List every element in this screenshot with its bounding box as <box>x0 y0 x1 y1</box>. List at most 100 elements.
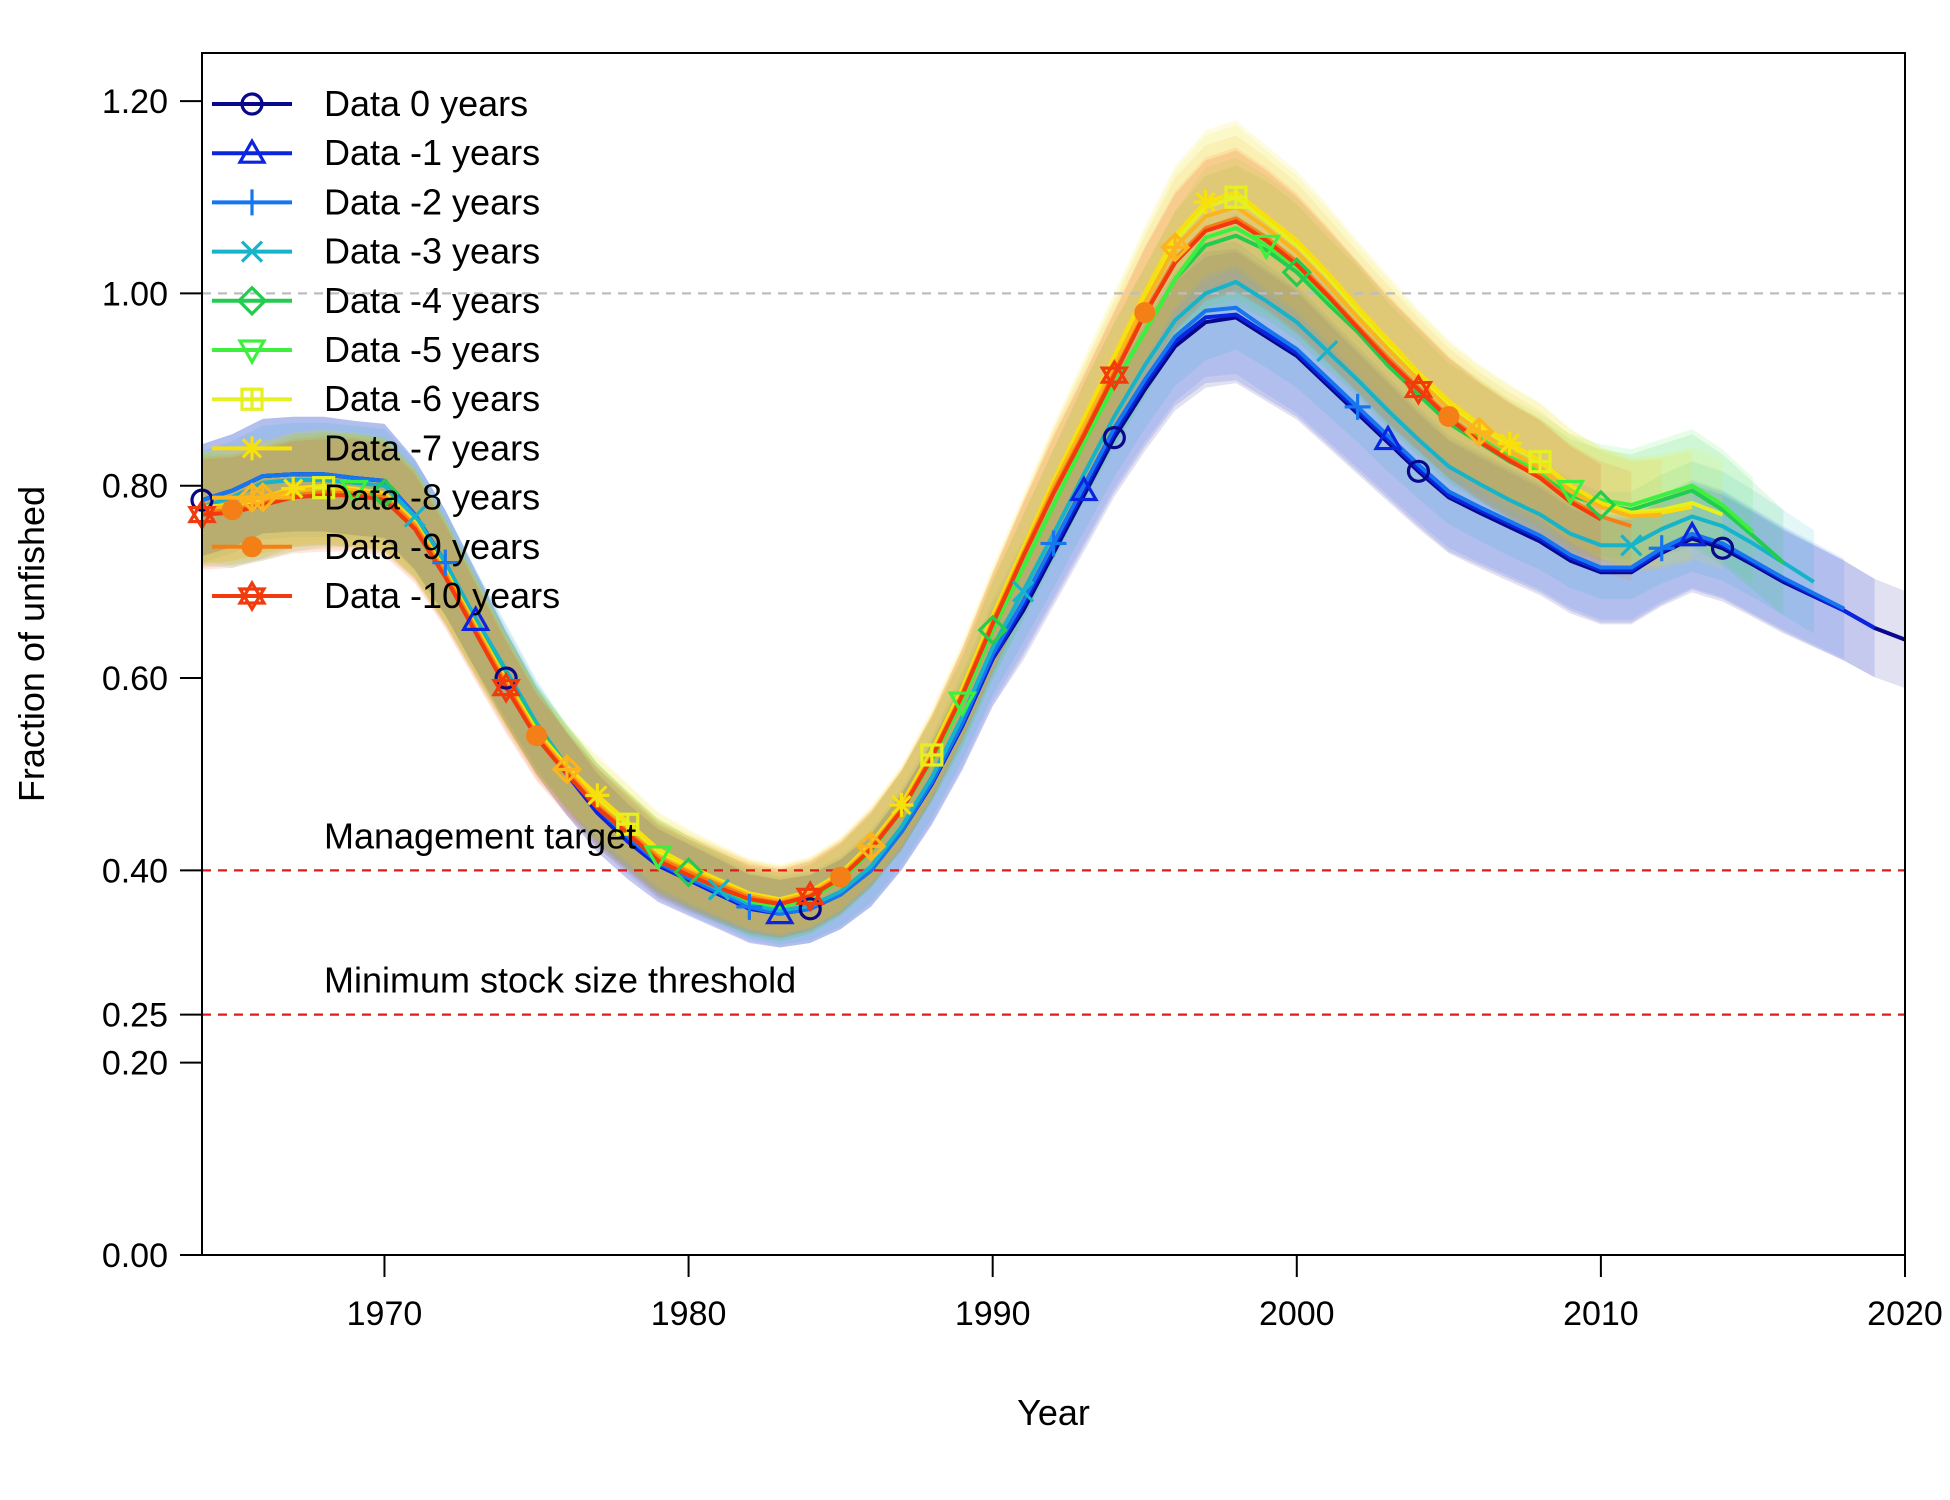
legend-item: Data 0 years <box>212 83 528 124</box>
series-1-point <box>1373 424 1403 451</box>
legend-marker <box>240 92 264 116</box>
series-2-point <box>736 893 763 920</box>
series-1-point <box>460 605 491 631</box>
legend-marker <box>240 387 264 411</box>
x-tick-label: 2000 <box>1259 1295 1335 1333</box>
series-4-point <box>977 614 1008 646</box>
series-5-point <box>643 845 673 872</box>
x-tick-label: 1980 <box>651 1295 727 1333</box>
legend-label: Data -1 years <box>324 132 540 173</box>
y-tick-label: 0.25 <box>102 997 168 1035</box>
reference-label-1: Management target <box>324 815 636 856</box>
legend-marker <box>237 579 267 613</box>
series-4-point <box>369 478 400 509</box>
legend-item: Data -4 years <box>212 280 540 321</box>
legend-item: Data -5 years <box>212 329 540 370</box>
series-9-point <box>526 725 548 747</box>
band-1 <box>202 248 1875 948</box>
series-0-point <box>1102 426 1126 450</box>
legend-marker <box>240 436 264 461</box>
series-9-point <box>1134 302 1156 324</box>
series-8-point <box>1159 231 1191 263</box>
legend-label: Data -7 years <box>324 427 540 468</box>
legend-label: Data -6 years <box>324 378 540 419</box>
series-7-point <box>1497 431 1522 456</box>
series-8-point <box>855 831 887 862</box>
legend-label: Data -4 years <box>324 280 540 321</box>
y-tick-label: 1.20 <box>102 83 168 121</box>
series-6-point <box>1528 450 1552 474</box>
band-10 <box>202 150 1601 939</box>
legend-item: Data -1 years <box>212 132 540 173</box>
legend-label: Data 0 years <box>324 83 528 124</box>
legend-label: Data -10 years <box>324 575 560 616</box>
legend-item: Data -10 years <box>212 575 560 616</box>
series-5-point <box>1251 234 1282 261</box>
band-5 <box>202 157 1753 942</box>
y-tick-label: 0.40 <box>102 852 168 890</box>
series-0-point <box>1710 536 1735 560</box>
legend-label: Data -3 years <box>324 231 540 272</box>
band-6 <box>202 125 1723 936</box>
axes: 0.00 0.20 0.25 0.40 0.60 0.80 1.00 1.20 1970 1980… <box>102 83 1943 1333</box>
series-1-point <box>765 898 795 925</box>
series-3-point <box>1011 580 1035 603</box>
band-7 <box>202 120 1693 934</box>
series-1-point <box>1677 520 1707 547</box>
reference-lines <box>202 292 1905 1016</box>
series-0-point <box>494 666 518 690</box>
legend-marker <box>239 189 265 216</box>
series-3-point <box>707 878 731 901</box>
series-0-point <box>798 897 822 921</box>
series-3-point <box>403 505 427 528</box>
series-2-point <box>1344 393 1371 420</box>
series-5-point <box>1555 479 1586 506</box>
series-line-3 <box>201 279 1815 913</box>
series-10-point <box>1099 359 1130 392</box>
series-6-point <box>616 812 640 836</box>
x-axis-label: Year <box>1017 1392 1090 1433</box>
series-7-point <box>1193 190 1218 215</box>
series-10-point <box>795 880 826 913</box>
band-0 <box>202 251 1905 948</box>
series-9-point <box>221 499 243 521</box>
series-0-point <box>1406 459 1431 483</box>
legend-marker <box>236 482 268 513</box>
plot-frame <box>201 52 1906 1256</box>
band-8 <box>202 135 1662 936</box>
legend-marker <box>237 339 267 366</box>
legend-marker <box>237 137 267 164</box>
series-7-point <box>889 792 914 817</box>
reference-label-2: Minimum stock size threshold <box>324 960 796 1001</box>
legend-marker <box>241 536 263 558</box>
legend-label: Data -2 years <box>324 181 540 222</box>
series-6-point <box>920 743 944 767</box>
legend-item: Data -7 years <box>212 427 540 468</box>
y-tick-label: 0.00 <box>102 1237 168 1275</box>
series-6-point <box>312 476 336 500</box>
series-5-point <box>339 479 369 506</box>
series-10-point <box>1403 373 1434 406</box>
y-axis-label: Fraction of unfished <box>11 486 52 802</box>
series-9-point <box>1438 405 1460 427</box>
series-8-point <box>551 754 583 785</box>
series-2-point <box>1040 530 1067 557</box>
series-7-point <box>585 783 610 808</box>
legend-item: Data -3 years <box>212 231 540 272</box>
legend-label: Data -8 years <box>324 477 540 518</box>
legend-item: Data -9 years <box>212 526 540 567</box>
y-tick-label: 0.80 <box>102 468 168 506</box>
x-tick-label: 2010 <box>1563 1295 1639 1333</box>
series-3-point <box>1316 339 1339 363</box>
series-10-point <box>491 671 521 704</box>
y-tick-label: 0.20 <box>102 1045 168 1083</box>
band-9 <box>202 147 1632 938</box>
x-tick-label: 1970 <box>347 1295 423 1333</box>
series-3-point <box>1620 534 1643 557</box>
reference-labels: Management target Minimum stock size thre… <box>324 815 796 1000</box>
x-tick-label: 2020 <box>1867 1295 1943 1333</box>
legend: Data 0 years Data -1 years Data -2 years Da… <box>212 83 560 616</box>
legend-marker <box>240 240 264 263</box>
legend-item: Data -6 years <box>212 378 540 419</box>
